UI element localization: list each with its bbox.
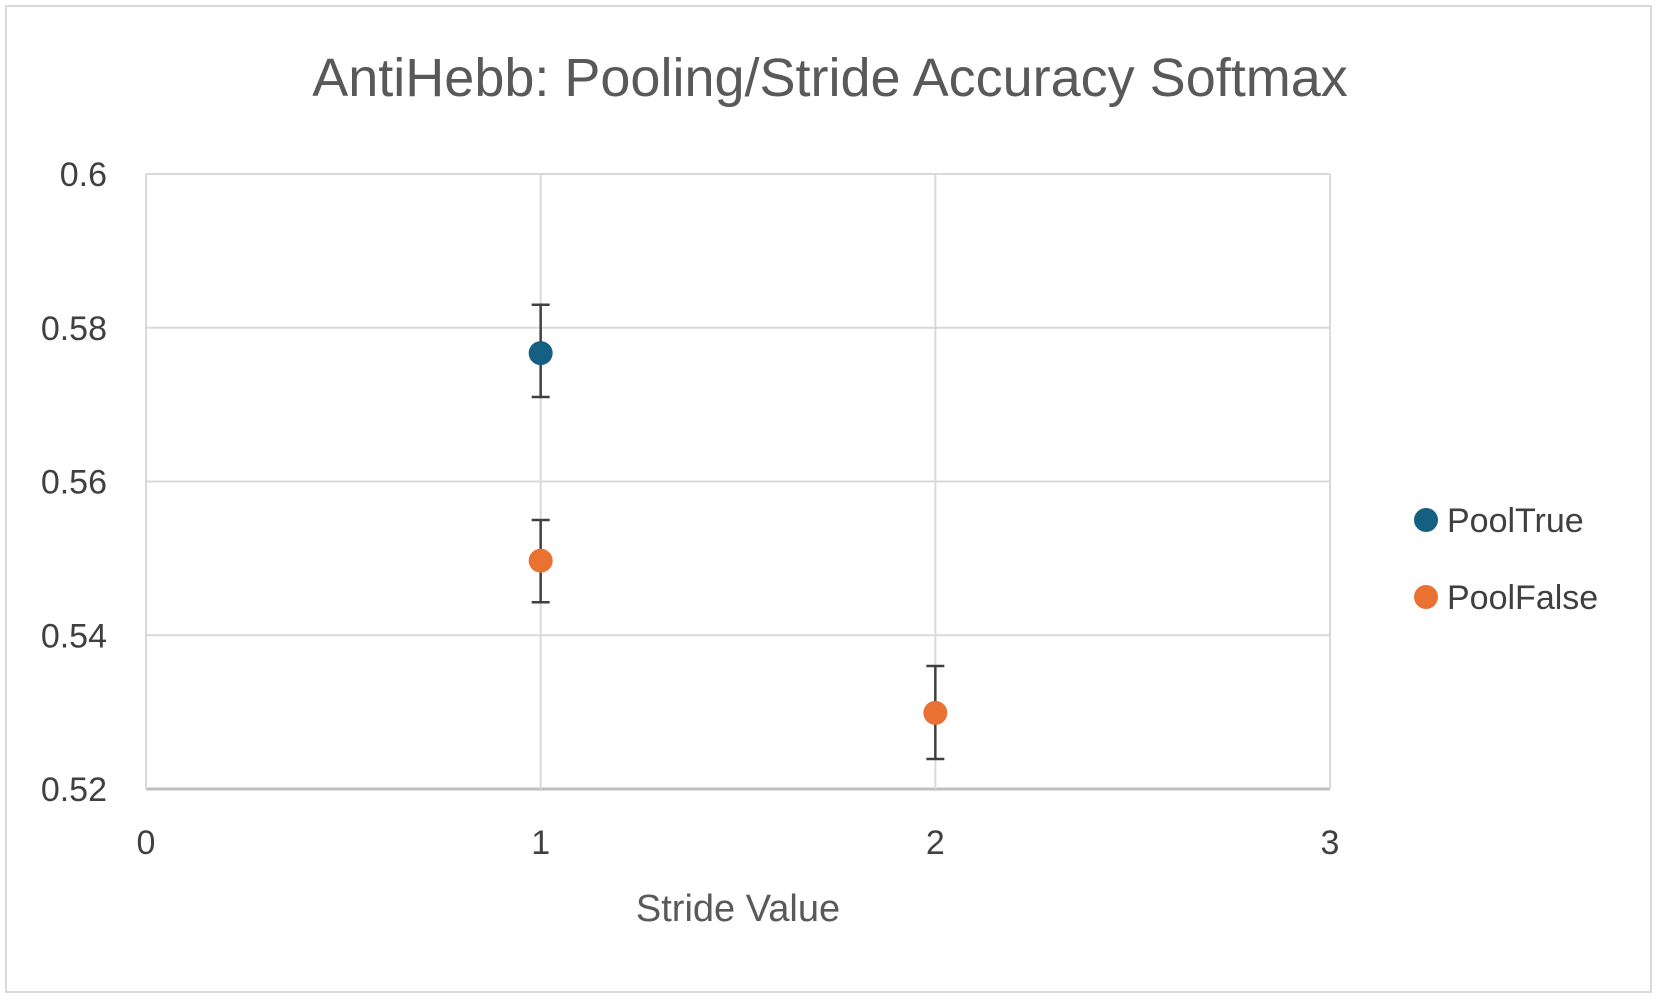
x-tick-label: 3: [1321, 824, 1340, 862]
y-tick-label: 0.56: [41, 464, 107, 502]
legend-label: PoolTrue: [1447, 502, 1584, 540]
y-tick-label: 0.54: [41, 617, 107, 655]
tick-layer: 0.52 0.54 0.56 0.58 0.6 0 1 2 3: [41, 156, 1340, 862]
chart-frame: [5, 5, 1652, 993]
data-point-poolfalse: [528, 548, 553, 573]
x-axis-label: Stride Value: [636, 888, 840, 930]
legend-marker: [1414, 585, 1438, 609]
legend: PoolTrue PoolFalse: [1414, 502, 1598, 617]
legend-label: PoolFalse: [1447, 579, 1598, 617]
y-tick-label: 0.58: [41, 310, 107, 348]
chart-title: AntiHebb: Pooling/Stride Accuracy Softma…: [312, 48, 1348, 108]
data-point-pooltrue: [528, 341, 553, 366]
x-tick-label: 2: [926, 824, 945, 862]
data-point-poolfalse: [923, 700, 948, 725]
y-tick-label: 0.52: [41, 771, 107, 809]
x-tick-label: 0: [137, 824, 156, 862]
grid-layer: [145, 173, 1331, 791]
y-tick-label: 0.6: [60, 156, 107, 194]
x-tick-label: 1: [531, 824, 550, 862]
error-bar-layer: [531, 303, 945, 761]
legend-marker: [1414, 508, 1438, 532]
point-layer: [528, 341, 948, 725]
